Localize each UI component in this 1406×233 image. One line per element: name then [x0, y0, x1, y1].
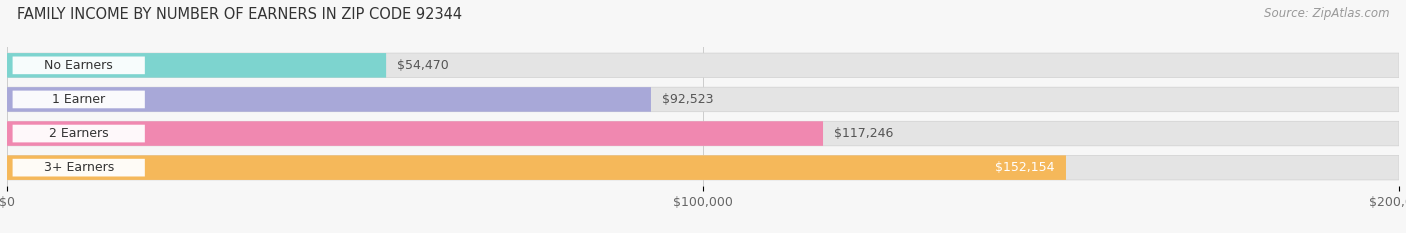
Text: No Earners: No Earners	[45, 59, 112, 72]
FancyBboxPatch shape	[7, 87, 1399, 112]
Text: FAMILY INCOME BY NUMBER OF EARNERS IN ZIP CODE 92344: FAMILY INCOME BY NUMBER OF EARNERS IN ZI…	[17, 7, 463, 22]
FancyBboxPatch shape	[13, 159, 145, 176]
FancyBboxPatch shape	[13, 57, 145, 74]
FancyBboxPatch shape	[7, 155, 1066, 180]
Text: 3+ Earners: 3+ Earners	[44, 161, 114, 174]
Text: $117,246: $117,246	[834, 127, 894, 140]
FancyBboxPatch shape	[7, 155, 1399, 180]
FancyBboxPatch shape	[13, 91, 145, 108]
FancyBboxPatch shape	[7, 87, 651, 112]
FancyBboxPatch shape	[7, 121, 1399, 146]
FancyBboxPatch shape	[7, 121, 823, 146]
Text: 1 Earner: 1 Earner	[52, 93, 105, 106]
FancyBboxPatch shape	[13, 125, 145, 142]
Text: $54,470: $54,470	[398, 59, 449, 72]
Text: 2 Earners: 2 Earners	[49, 127, 108, 140]
FancyBboxPatch shape	[7, 53, 1399, 78]
Text: $152,154: $152,154	[995, 161, 1054, 174]
Text: $92,523: $92,523	[662, 93, 714, 106]
Text: Source: ZipAtlas.com: Source: ZipAtlas.com	[1264, 7, 1389, 20]
FancyBboxPatch shape	[7, 53, 387, 78]
